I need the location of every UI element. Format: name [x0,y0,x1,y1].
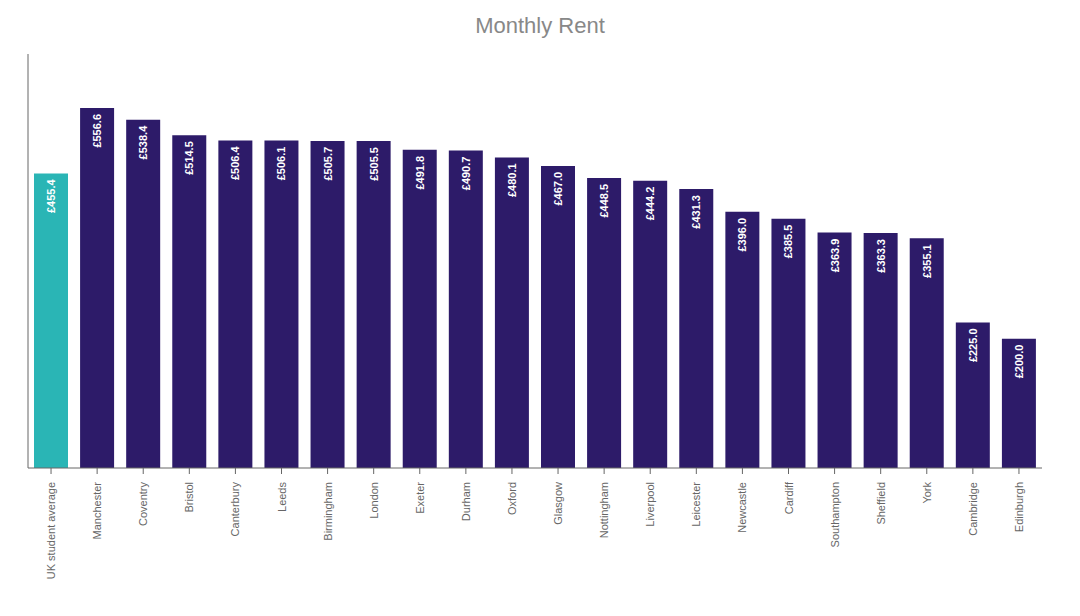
svg-text:Cardiff: Cardiff [783,481,795,514]
svg-text:£355.1: £355.1 [921,244,933,278]
svg-text:£444.2: £444.2 [644,187,656,221]
svg-text:£505.5: £505.5 [368,147,380,181]
svg-text:Southampton: Southampton [829,482,841,547]
svg-text:Cambridge: Cambridge [967,482,979,536]
svg-text:UK student average: UK student average [45,482,57,579]
svg-text:Manchester: Manchester [91,482,103,540]
svg-text:Leeds: Leeds [276,482,288,512]
svg-text:£505.7: £505.7 [322,147,334,181]
svg-text:£514.5: £514.5 [183,141,195,175]
svg-text:Durham: Durham [460,482,472,521]
svg-text:£455.4: £455.4 [45,179,57,214]
svg-text:Canterbury: Canterbury [229,482,241,537]
svg-text:£200.0: £200.0 [1013,345,1025,379]
svg-text:£556.6: £556.6 [91,114,103,148]
svg-text:London: London [368,482,380,519]
svg-text:York: York [921,482,933,504]
svg-text:Liverpool: Liverpool [644,482,656,527]
svg-text:£431.3: £431.3 [690,195,702,229]
svg-text:Newcastle: Newcastle [736,482,748,533]
svg-text:Edinburgh: Edinburgh [1013,482,1025,532]
svg-text:Sheffield: Sheffield [875,482,887,525]
svg-text:£363.9: £363.9 [829,239,841,273]
svg-text:£506.1: £506.1 [275,147,287,181]
svg-text:£538.4: £538.4 [137,125,149,160]
svg-text:£490.7: £490.7 [460,157,472,191]
svg-text:Birmingham: Birmingham [322,482,334,541]
svg-text:Bristol: Bristol [183,482,195,513]
svg-text:£480.1: £480.1 [506,163,518,197]
svg-text:Oxford: Oxford [506,482,518,515]
svg-text:Nottingham: Nottingham [598,482,610,538]
svg-text:£225.0: £225.0 [967,328,979,362]
svg-text:£396.0: £396.0 [736,218,748,252]
svg-text:£385.5: £385.5 [782,225,794,259]
svg-text:£363.3: £363.3 [875,239,887,273]
svg-text:Glasgow: Glasgow [552,482,564,525]
svg-text:Coventry: Coventry [137,482,149,527]
svg-text:Leicester: Leicester [690,482,702,527]
html-text:Monthly Rent: Monthly Rent [475,13,605,38]
svg-text:£467.0: £467.0 [552,172,564,206]
svg-text:Exeter: Exeter [414,482,426,514]
svg-text:£506.4: £506.4 [229,146,241,181]
svg-text:£448.5: £448.5 [598,184,610,218]
svg-text:£491.8: £491.8 [414,156,426,190]
